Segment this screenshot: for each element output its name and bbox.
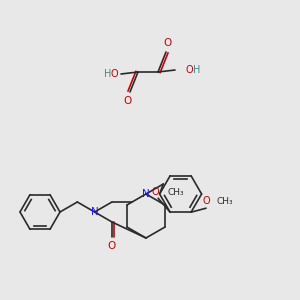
Text: CH₃: CH₃ — [167, 188, 184, 197]
Text: CH₃: CH₃ — [216, 197, 233, 206]
Text: O: O — [151, 187, 159, 197]
Text: H: H — [193, 65, 200, 75]
Text: N: N — [142, 189, 150, 199]
Text: O: O — [164, 38, 172, 48]
Text: O: O — [185, 65, 193, 75]
Text: O: O — [108, 241, 116, 251]
Text: O: O — [124, 96, 132, 106]
Text: O: O — [202, 196, 210, 206]
Text: O: O — [110, 69, 118, 79]
Text: H: H — [103, 69, 111, 79]
Text: N: N — [91, 207, 98, 217]
